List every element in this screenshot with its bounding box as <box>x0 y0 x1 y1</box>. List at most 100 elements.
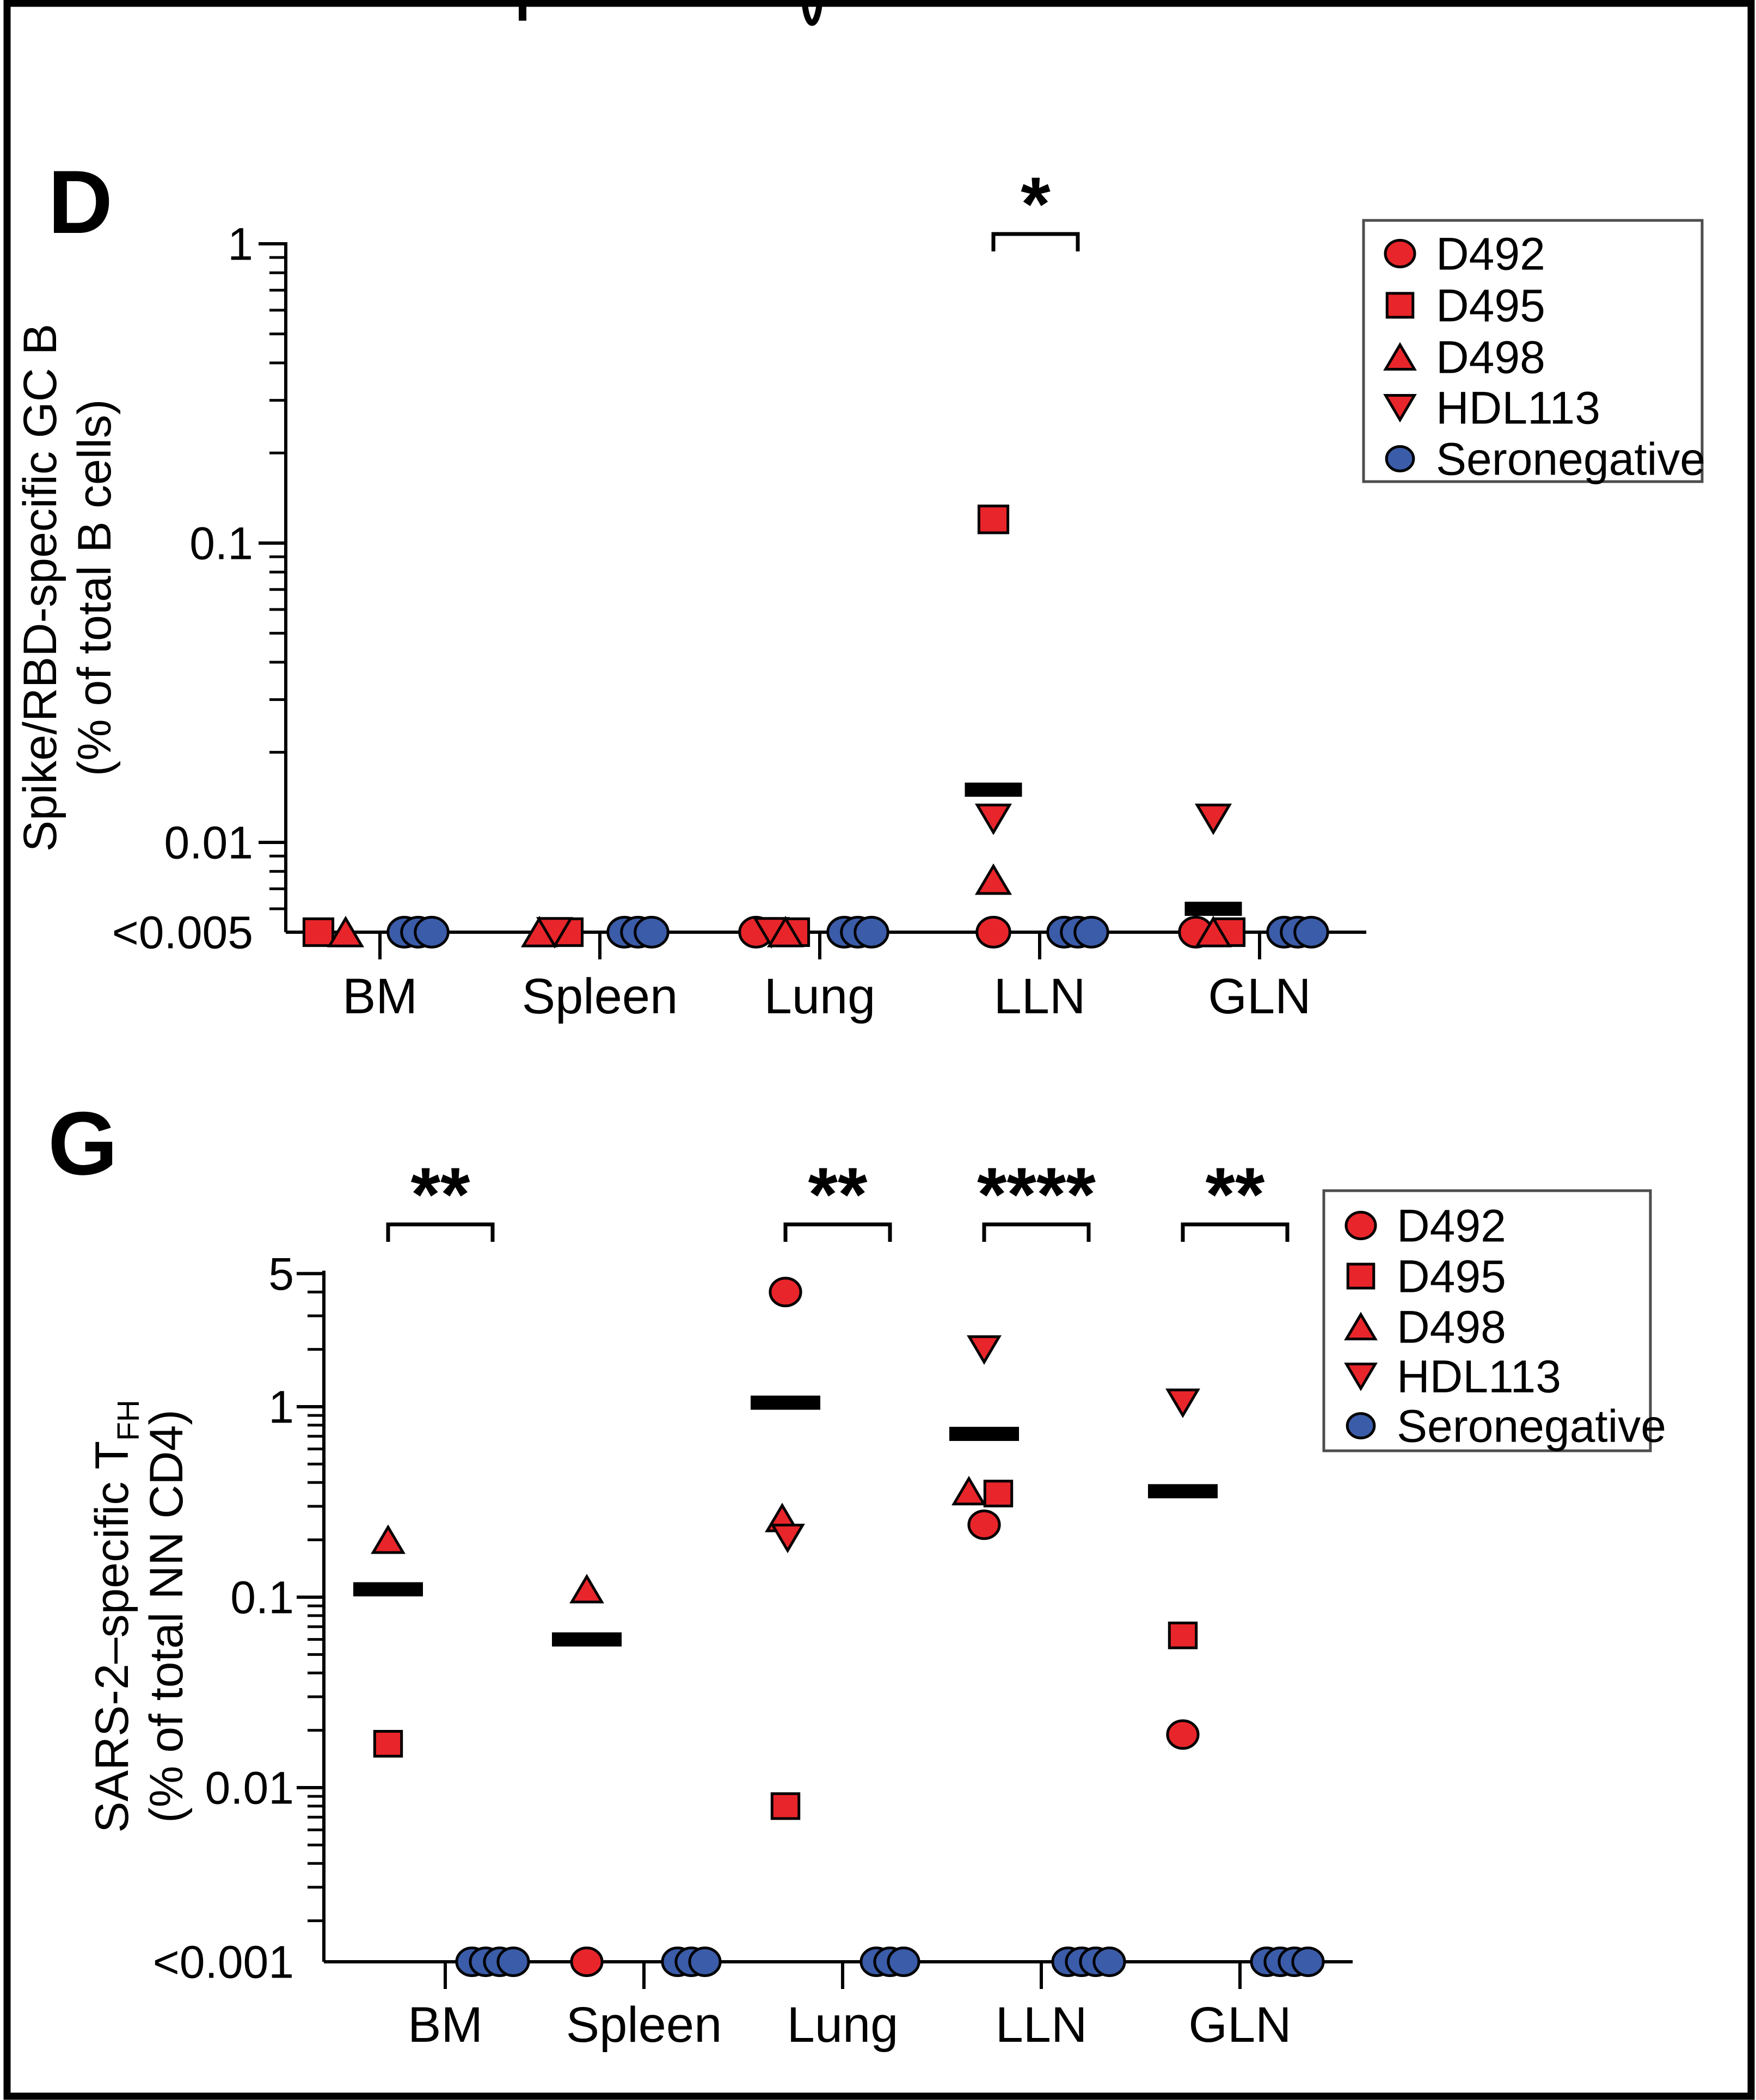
significance-stars-lung: ** <box>808 1151 868 1237</box>
y-axis-label-line1: Spike/RBD-specific GC B <box>14 324 66 852</box>
significance-bracket-gln <box>1181 1222 1290 1242</box>
x-category-label: Lung <box>787 1997 899 2053</box>
legend-marker-d492 <box>1384 239 1416 268</box>
legend-label-hdl113: HDL113 <box>1397 1351 1561 1402</box>
y-axis-label-line2: (% of total NN CD4) <box>140 1409 193 1823</box>
data-point-d498-gln <box>1194 915 1232 947</box>
figure-border-frame <box>3 0 1755 2100</box>
data-point-seronegative-lln <box>1092 1947 1126 1977</box>
cropped-glyph-remnant <box>801 2 823 26</box>
panel-D: 1 0.1 0.01 <0.005 BM Spleen Lung LLN GLN * D Spike/… <box>14 152 1705 1024</box>
data-point-seronegative-spleen <box>634 916 670 949</box>
x-category-label: GLN <box>1208 969 1311 1024</box>
data-point-d492-spleen <box>570 1947 604 1977</box>
data-point-d498-spleen <box>569 1574 604 1604</box>
legend-label-seronegative: Seronegative <box>1436 433 1705 484</box>
y-axis-label-line1: SARS-2–specific TFH <box>86 1400 146 1833</box>
data-point-d498-lln <box>974 863 1012 895</box>
x-category-label: Spleen <box>522 969 678 1024</box>
significance-bracket-lung <box>783 1222 892 1242</box>
data-point-d495-bm <box>302 917 335 947</box>
legend-marker-d498 <box>1344 1311 1378 1340</box>
data-point-d492-lung <box>769 1277 802 1308</box>
data-point-hdl113-gln <box>1194 803 1232 835</box>
mean-bar-gln <box>1148 1484 1218 1499</box>
legend-marker-d498 <box>1383 342 1417 371</box>
data-point-hdl113-lung <box>770 1523 805 1554</box>
x-category-label: LLN <box>996 1997 1088 2053</box>
data-point-d495-gln <box>1168 1621 1198 1649</box>
data-point-d498-lln <box>951 1475 986 1506</box>
legend-label-d495: D495 <box>1436 280 1545 331</box>
legend-marker-seronegative <box>1385 445 1415 473</box>
legend-label-d498: D498 <box>1397 1301 1506 1352</box>
significance-stars-gln: ** <box>1206 1151 1265 1237</box>
significance-stars-lln: **** <box>977 1151 1096 1237</box>
data-point-d495-lung <box>770 1792 801 1820</box>
data-point-d492-lln <box>967 1509 1001 1540</box>
data-point-d495-bm <box>373 1729 403 1758</box>
data-point-seronegative-bm <box>496 1947 530 1977</box>
x-category-label: BM <box>342 969 417 1024</box>
data-point-seronegative-lung <box>887 1947 920 1977</box>
data-point-d492-gln <box>1166 1719 1200 1750</box>
x-category-label: Spleen <box>566 1997 722 2053</box>
significance-stars-bm: ** <box>411 1151 470 1237</box>
y-tick-label: 1 <box>268 1381 294 1432</box>
y-baseline-label: <0.005 <box>112 907 253 958</box>
panel-letter-D: D <box>48 152 113 252</box>
legend-box <box>1322 1189 1652 1452</box>
mean-bar-lln <box>965 783 1022 797</box>
x-category-label: BM <box>408 1997 483 2053</box>
y-tick-label: 0.01 <box>164 817 254 868</box>
x-category-label: LLN <box>994 969 1086 1024</box>
data-point-seronegative-lung <box>854 916 889 949</box>
data-point-d498-bm <box>371 1524 406 1554</box>
mean-bar-gln <box>1184 902 1242 916</box>
significance-bracket-lln <box>991 232 1080 251</box>
legend-marker-d495 <box>1385 292 1415 319</box>
legend-marker-d492 <box>1344 1211 1377 1240</box>
mean-bar-lung <box>751 1395 820 1410</box>
y-tick-label: 0.01 <box>205 1762 294 1813</box>
legend-label-seronegative: Seronegative <box>1397 1400 1666 1451</box>
mean-bar-spleen <box>552 1632 622 1647</box>
mean-bar-lln <box>949 1426 1019 1441</box>
legend-marker-d495 <box>1346 1263 1376 1290</box>
legend-label-d498: D498 <box>1436 331 1545 383</box>
y-tick-label: 0.1 <box>189 518 253 569</box>
y-baseline-label: <0.001 <box>153 1936 294 1987</box>
legend-label-d492: D492 <box>1436 228 1545 279</box>
y-tick-label: 0.1 <box>230 1572 294 1623</box>
legend-label-d492: D492 <box>1397 1200 1506 1251</box>
data-point-seronegative-bm <box>414 916 450 949</box>
legend-marker-seronegative <box>1346 1412 1376 1440</box>
significance-bracket-bm <box>386 1222 495 1242</box>
legend-marker-hdl113 <box>1344 1363 1378 1391</box>
legend-marker-hdl113 <box>1383 394 1417 423</box>
data-point-d495-lln <box>983 1480 1014 1507</box>
y-tick-label: 5 <box>268 1248 294 1300</box>
x-category-label: Lung <box>764 969 876 1024</box>
y-tick-label: 1 <box>228 218 253 269</box>
legend-box <box>1362 219 1704 483</box>
data-point-seronegative-gln <box>1293 916 1329 949</box>
data-point-hdl113-lln <box>967 1335 1002 1365</box>
legend-label-hdl113: HDL113 <box>1436 382 1600 433</box>
panel-letter-G: G <box>48 1093 118 1193</box>
data-point-seronegative-gln <box>1291 1947 1325 1977</box>
data-point-hdl113-lln <box>974 803 1012 835</box>
data-point-d498-bm <box>327 915 365 947</box>
x-category-label: GLN <box>1188 1997 1291 2053</box>
significance-bracket-lln <box>982 1222 1091 1242</box>
legend-label-d495: D495 <box>1397 1251 1506 1302</box>
data-point-seronegative-spleen <box>688 1947 722 1977</box>
data-point-seronegative-lln <box>1073 916 1109 949</box>
data-point-hdl113-spleen <box>536 917 574 949</box>
mean-bar-bm <box>353 1582 423 1597</box>
